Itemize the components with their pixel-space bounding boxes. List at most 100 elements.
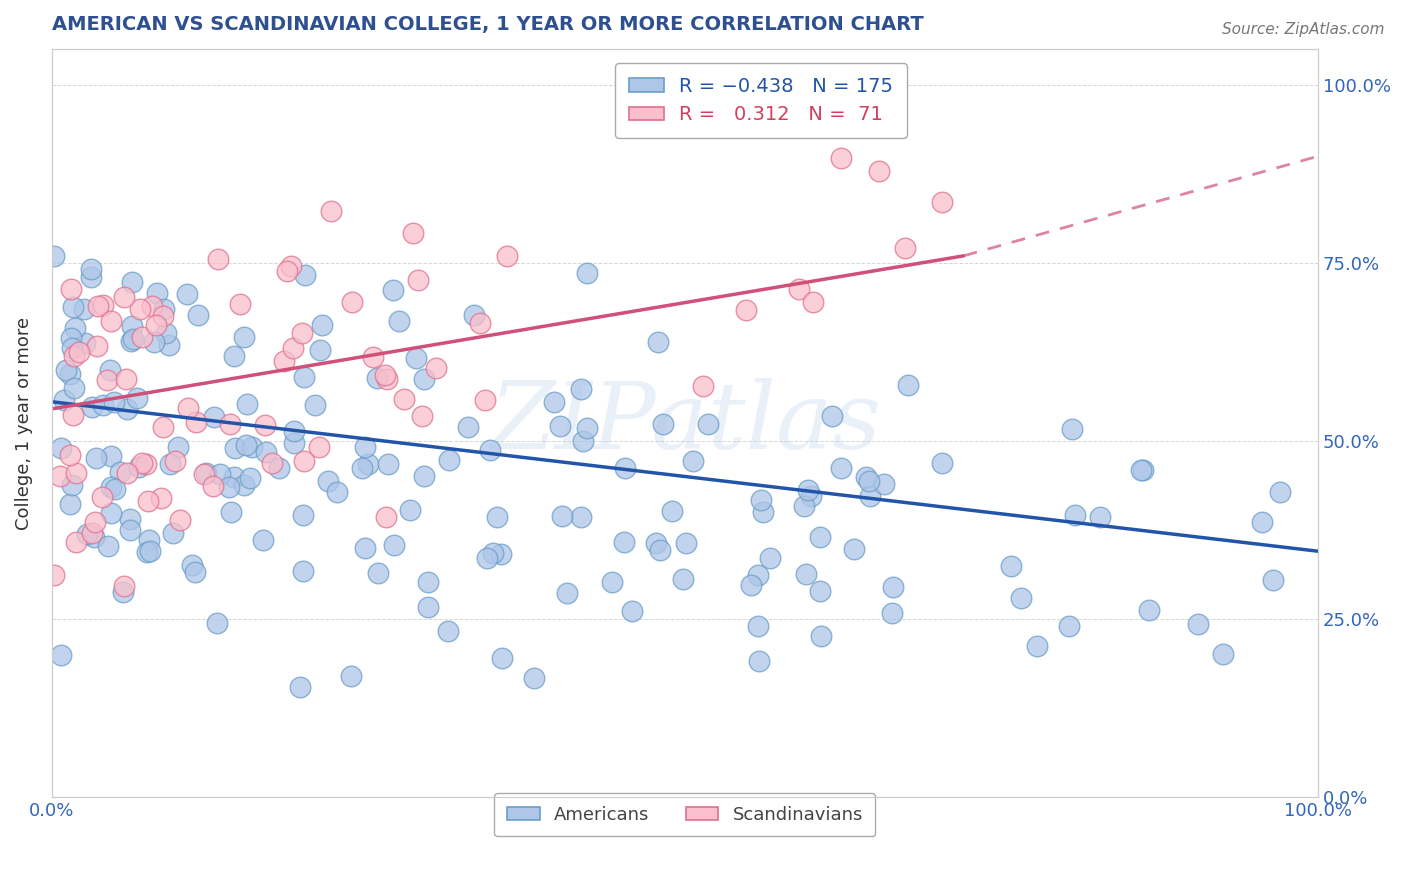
Point [491,650,513,665]
Point [747,568,769,582]
Point [53,392,76,407]
Point [112,290,135,304]
Point [100,449,122,463]
Point [62,300,84,314]
Point [696,417,718,431]
Point [186,415,208,429]
Point [110,465,132,479]
Point [128,301,150,316]
Point [388,314,411,328]
Point [751,492,773,507]
Point [115,371,138,385]
Point [425,361,447,376]
Point [193,467,215,481]
Point [412,469,434,483]
Point [218,417,240,431]
Point [184,566,207,580]
Point [224,349,246,363]
Point [59,330,82,344]
Point [291,564,314,578]
Point [115,402,138,417]
Point [468,316,491,330]
Point [91,398,114,412]
Point [439,453,461,467]
Point [392,392,415,406]
Point [98,362,121,376]
Point [157,337,180,351]
Point [868,164,890,178]
Point [49,648,72,662]
Point [65,320,87,334]
Point [208,467,231,482]
Point [291,326,314,341]
Point [482,546,505,560]
Point [311,318,333,333]
Point [150,491,173,505]
Point [357,457,380,471]
Point [1187,616,1209,631]
Point [120,512,142,526]
Point [692,379,714,393]
Point [1010,591,1032,605]
Point [375,372,398,386]
Point [131,329,153,343]
Point [569,382,592,396]
Point [747,619,769,633]
Point [793,500,815,514]
Point [821,409,844,423]
Point [489,547,512,561]
Point [80,401,103,415]
Point [401,226,423,240]
Point [647,334,669,349]
Point [122,332,145,346]
Point [801,294,824,309]
Point [86,339,108,353]
Point [117,467,139,481]
Point [152,309,174,323]
Point [292,508,315,522]
Point [522,671,544,685]
Point [318,474,340,488]
Point [650,543,672,558]
Point [1057,619,1080,633]
Point [73,302,96,317]
Point [600,575,623,590]
Point [340,669,363,683]
Point [572,434,595,448]
Point [139,544,162,558]
Point [80,526,103,541]
Point [437,624,460,638]
Point [103,395,125,409]
Point [165,454,187,468]
Point [83,530,105,544]
Point [382,538,405,552]
Point [159,458,181,472]
Point [60,341,83,355]
Point [224,441,246,455]
Point [672,572,695,586]
Point [76,527,98,541]
Point [416,599,439,614]
Point [239,471,262,485]
Point [1000,559,1022,574]
Point [897,377,920,392]
Point [797,483,820,497]
Point [406,273,429,287]
Point [569,510,592,524]
Point [273,354,295,368]
Point [67,345,90,359]
Point [121,275,143,289]
Text: Source: ZipAtlas.com: Source: ZipAtlas.com [1222,22,1385,37]
Point [652,417,675,431]
Point [321,204,343,219]
Point [1250,515,1272,529]
Point [342,294,364,309]
Point [1270,484,1292,499]
Point [759,551,782,566]
Point [309,343,332,357]
Point [59,497,82,511]
Point [65,535,87,549]
Point [1088,510,1111,524]
Point [233,478,256,492]
Point [543,395,565,409]
